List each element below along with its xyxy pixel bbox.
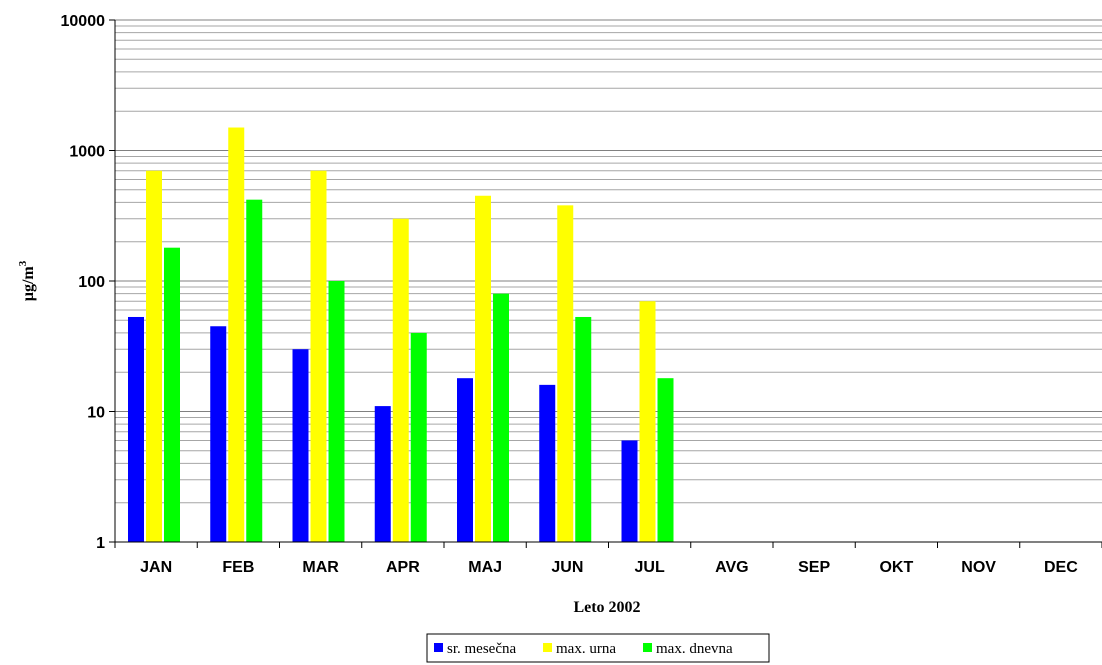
x-tick-label: JUL: [635, 559, 665, 576]
x-tick-label: APR: [386, 559, 420, 576]
bar: [657, 378, 674, 542]
x-tick-labels: JAN FEB MAR APR MAJ JUN JUL AVG SEP OKT NOV DEC: [140, 559, 1078, 576]
y-axis-title-base: µg/m: [20, 266, 37, 302]
axes: [109, 19, 1102, 548]
legend-swatch: [434, 643, 443, 652]
x-tick-label: DEC: [1044, 559, 1078, 576]
bar: [210, 326, 227, 542]
legend-swatch: [543, 643, 552, 652]
bar: [639, 301, 656, 542]
bar: [621, 440, 638, 542]
bar: [539, 384, 556, 542]
x-tick-label: OKT: [879, 559, 913, 576]
legend-label: sr. mesečna: [447, 641, 516, 657]
bar: [493, 293, 509, 542]
bar: [575, 316, 592, 542]
y-tick-labels: 1 10 100 1000 10000: [61, 13, 106, 552]
bar: [475, 195, 491, 542]
gridlines: [115, 19, 1102, 504]
bar: [128, 316, 144, 542]
y-tick-label: 1: [96, 535, 105, 552]
legend-box: [426, 633, 770, 663]
bar: [146, 170, 162, 542]
bar: [557, 205, 574, 542]
legend: sr. mesečna max. urna max. dnevna: [426, 633, 770, 663]
bar: [164, 247, 180, 542]
x-tick-label: JAN: [140, 559, 172, 576]
x-tick-label: FEB: [222, 559, 254, 576]
legend-swatch: [643, 643, 652, 652]
legend-label: max. urna: [556, 641, 616, 657]
bars: [128, 127, 674, 543]
x-tick-label: AVG: [715, 559, 748, 576]
y-tick-label: 1000: [69, 144, 105, 161]
bar: [457, 378, 473, 542]
bar: [328, 281, 345, 542]
bar: [310, 170, 327, 542]
y-tick-label: 10000: [61, 13, 106, 30]
bar: [292, 349, 309, 542]
x-tick-label: MAR: [302, 559, 339, 576]
bar: [392, 218, 409, 543]
y-tick-label: 10: [87, 405, 105, 422]
y-axis-title-superscript: 3: [17, 260, 29, 266]
x-tick-label: SEP: [798, 559, 830, 576]
x-tick-label: NOV: [961, 559, 996, 576]
bar: [410, 332, 427, 542]
y-axis-title: µg/m3: [17, 260, 37, 301]
legend-label: max. dnevna: [656, 641, 733, 657]
y-tick-label: 100: [78, 274, 105, 291]
bar: [374, 406, 391, 542]
x-tick-label: MAJ: [468, 559, 502, 576]
bar: [246, 199, 263, 543]
x-tick-label: JUN: [551, 559, 583, 576]
x-axis-title: Leto 2002: [573, 599, 640, 616]
bar: [228, 127, 245, 543]
